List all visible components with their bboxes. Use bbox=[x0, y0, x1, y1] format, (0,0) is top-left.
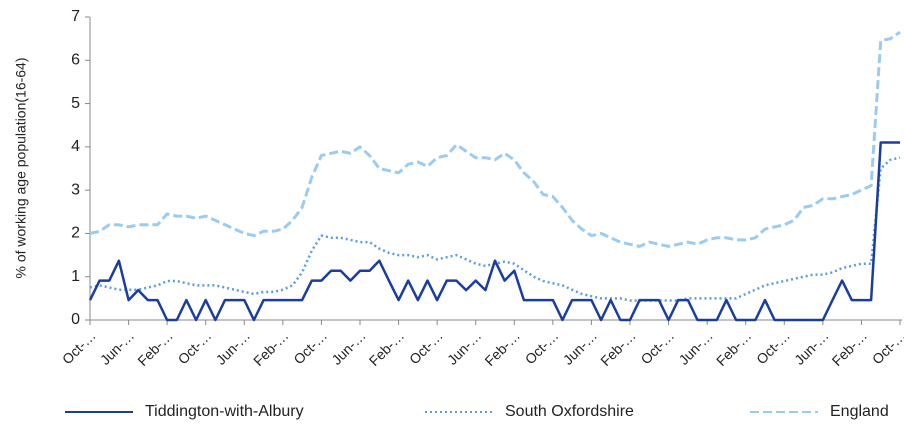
legend-label: Tiddington-with-Albury bbox=[145, 403, 304, 420]
y-axis-label: % of working age population(16-64) bbox=[13, 57, 29, 278]
x-tick-label: Feb-… bbox=[366, 327, 408, 369]
x-tick-label: Jun-… bbox=[97, 327, 137, 367]
x-tick-label: Jun-… bbox=[213, 327, 253, 367]
x-tick-label: Feb-… bbox=[597, 327, 639, 369]
x-tick-label: Jun-… bbox=[560, 327, 600, 367]
y-tick-label: 4 bbox=[71, 138, 80, 155]
series-line bbox=[89, 30, 901, 248]
x-tick-label: Feb-… bbox=[829, 327, 871, 369]
x-tick-label: Feb-… bbox=[134, 327, 176, 369]
x-tick-label: Oct-… bbox=[406, 327, 446, 367]
series-line bbox=[89, 156, 901, 302]
x-tick-label: Oct-… bbox=[637, 327, 677, 367]
y-tick-label: 2 bbox=[71, 225, 80, 242]
y-tick-label: 6 bbox=[71, 52, 80, 69]
x-tick-label: Jun-… bbox=[791, 327, 831, 367]
y-tick-label: 0 bbox=[71, 311, 80, 328]
x-tick-label: Feb-… bbox=[250, 327, 292, 369]
x-tick-label: Oct-… bbox=[869, 327, 904, 367]
x-tick-label: Jun-… bbox=[675, 327, 715, 367]
y-tick-label: 5 bbox=[71, 95, 80, 112]
x-tick-label: Oct-… bbox=[290, 327, 330, 367]
x-tick-label: Oct-… bbox=[175, 327, 215, 367]
x-tick-label: Feb-… bbox=[481, 327, 523, 369]
y-tick-label: 3 bbox=[71, 181, 80, 198]
legend-label: England bbox=[830, 403, 889, 420]
x-tick-label: Feb-… bbox=[713, 327, 755, 369]
x-tick-label: Jun-… bbox=[444, 327, 484, 367]
y-tick-label: 7 bbox=[71, 8, 80, 25]
x-tick-label: Oct-… bbox=[753, 327, 793, 367]
legend-label: South Oxfordshire bbox=[505, 403, 634, 420]
x-tick-label: Oct-… bbox=[522, 327, 562, 367]
x-tick-label: Oct-… bbox=[59, 327, 99, 367]
series-line bbox=[88, 141, 900, 322]
y-tick-label: 1 bbox=[71, 268, 80, 285]
x-tick-label: Jun-… bbox=[328, 327, 368, 367]
